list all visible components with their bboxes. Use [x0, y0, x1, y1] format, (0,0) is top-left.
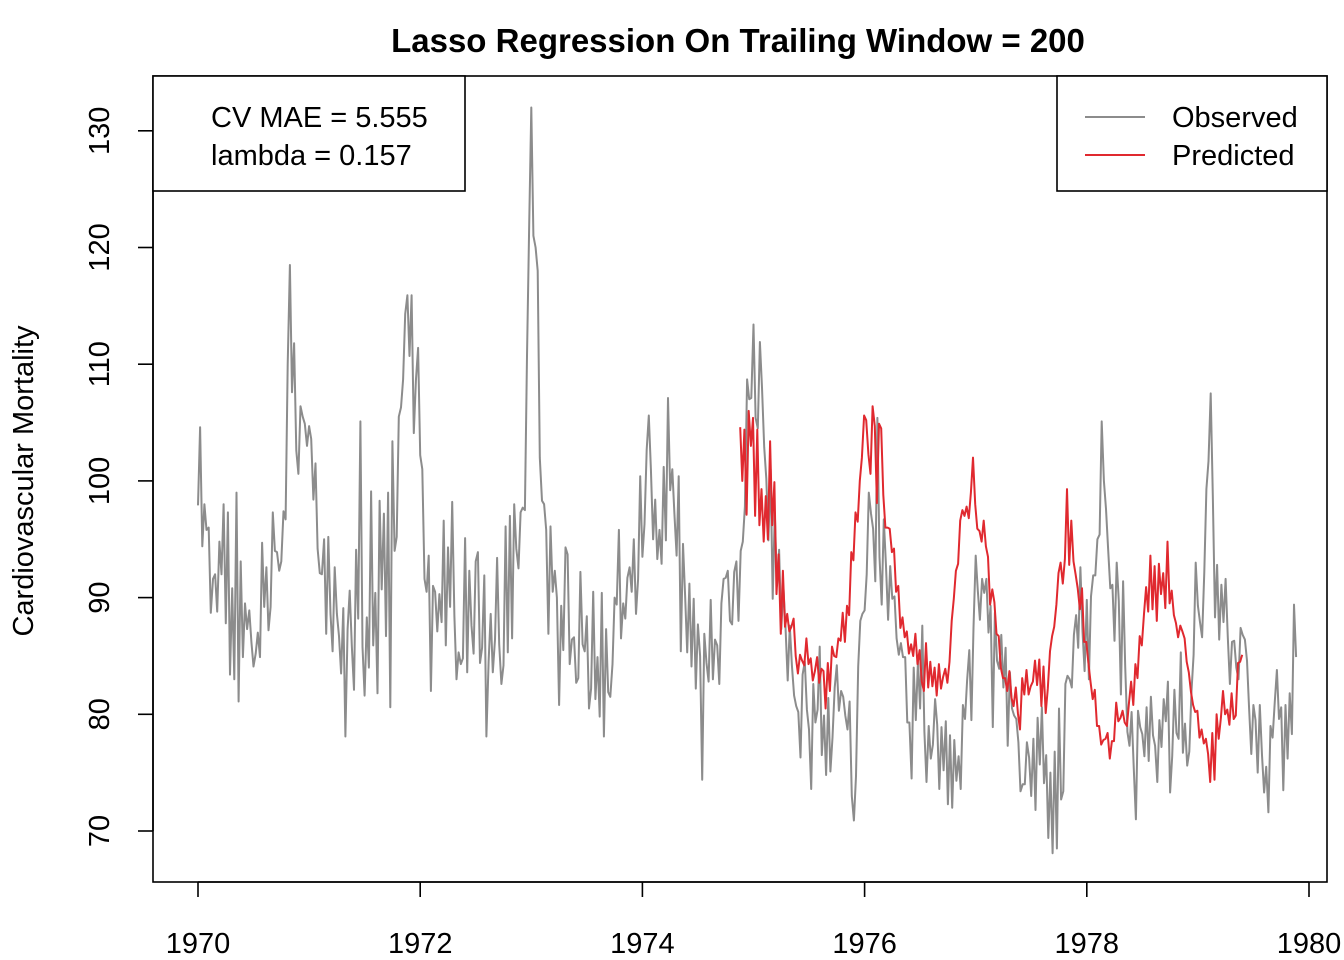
legend-label-observed: Observed [1172, 102, 1298, 134]
plot-area [197, 106, 1298, 855]
legend-label-predicted: Predicted [1172, 140, 1295, 172]
plot-frame [152, 75, 1328, 883]
y-tick-label: 80 [84, 698, 116, 730]
y-axis-label: Cardiovascular Mortality [8, 325, 40, 637]
y-tick-label: 70 [84, 815, 116, 847]
series-line-predicted [739, 405, 1244, 783]
annotation-box: CV MAE = 5.555 lambda = 0.157 [152, 75, 466, 192]
x-tick-label: 1980 [1277, 928, 1342, 960]
axes: 1970 1972 1974 1976 1978 1980 70 80 90 100 110 120 1… [84, 107, 1341, 960]
annotation-lambda: lambda = 0.157 [211, 140, 412, 172]
y-tick-label: 110 [84, 341, 116, 387]
x-tick-label: 1972 [388, 928, 453, 960]
x-tick-label: 1976 [832, 928, 897, 960]
series-line-observed [197, 106, 1298, 855]
y-tick-label: 90 [84, 581, 116, 613]
annotation-frame [152, 75, 466, 192]
annotation-cv-mae: CV MAE = 5.555 [211, 102, 428, 134]
y-tick-label: 130 [84, 107, 116, 155]
legend: Observed Predicted [1056, 75, 1328, 192]
chart-title: Lasso Regression On Trailing Window = 20… [391, 22, 1085, 59]
legend-frame [1056, 75, 1328, 192]
x-tick-label: 1974 [610, 928, 675, 960]
y-tick-label: 120 [84, 223, 116, 271]
x-tick-label: 1978 [1055, 928, 1120, 960]
x-tick-label: 1970 [166, 928, 231, 960]
y-tick-label: 100 [84, 457, 116, 505]
